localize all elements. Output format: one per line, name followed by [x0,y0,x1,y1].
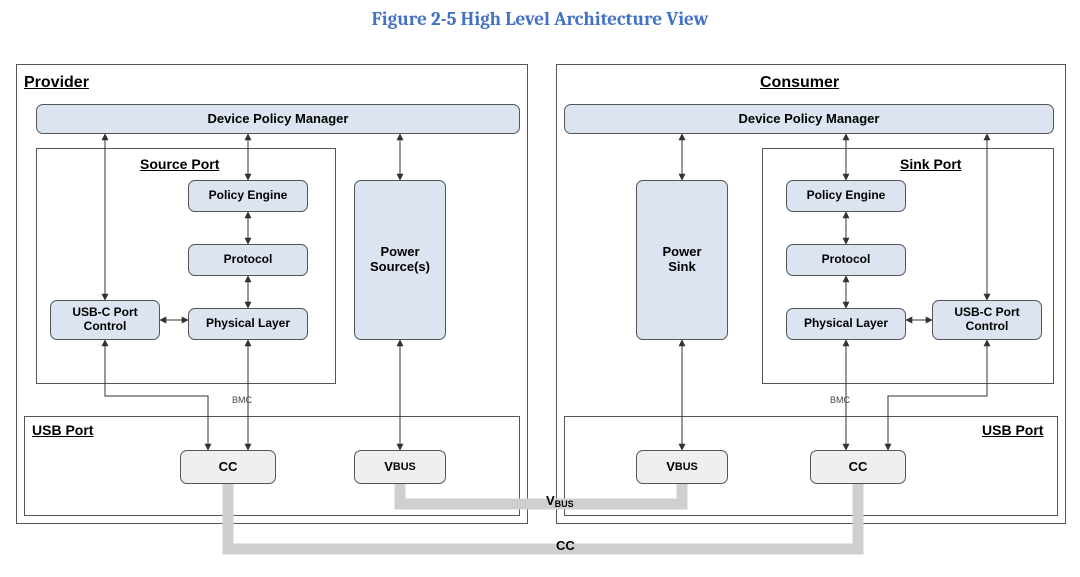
vbus-bus-label: VBUS [546,493,574,508]
bmc-label-left: BMC [232,395,252,405]
cc-bus-label: CC [556,538,575,553]
cc-node-left: CC [180,450,276,484]
policy-engine-left: Policy Engine [188,180,308,212]
bmc-label-right: BMC [830,395,850,405]
protocol-left: Protocol [188,244,308,276]
usbc-port-control-right: USB-C PortControl [932,300,1042,340]
physical-layer-left: Physical Layer [188,308,308,340]
power-sink: PowerSink [636,180,728,340]
vbus-node-left: VBUS [354,450,446,484]
protocol-right: Protocol [786,244,906,276]
vbus-node-right: VBUS [636,450,728,484]
device-policy-manager-right: Device Policy Manager [564,104,1054,134]
usbc-port-control-left: USB-C PortControl [50,300,160,340]
physical-layer-right: Physical Layer [786,308,906,340]
policy-engine-right: Policy Engine [786,180,906,212]
device-policy-manager-left: Device Policy Manager [36,104,520,134]
power-sources: PowerSource(s) [354,180,446,340]
connectors-layer [0,0,1080,577]
cc-node-right: CC [810,450,906,484]
